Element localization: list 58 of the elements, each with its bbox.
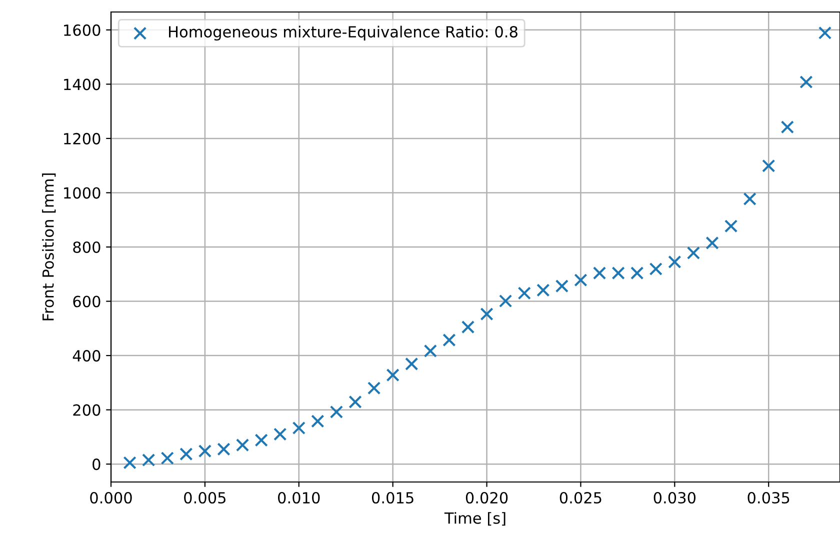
y-tick-label: 1600 bbox=[64, 24, 100, 36]
point bbox=[518, 286, 531, 300]
y-tick-label: 1000 bbox=[64, 187, 100, 199]
point bbox=[555, 279, 569, 293]
y-axis-title: Front Position [mm] bbox=[42, 174, 56, 320]
point bbox=[236, 438, 250, 452]
point bbox=[386, 368, 400, 382]
point bbox=[743, 192, 756, 206]
point bbox=[442, 333, 456, 347]
y-tick-label: 1400 bbox=[64, 78, 100, 90]
point bbox=[180, 447, 193, 461]
x-tick-label: 0.010 bbox=[278, 492, 320, 504]
x-tick-label: 0.020 bbox=[466, 492, 508, 504]
point bbox=[724, 220, 738, 233]
x-tick-label: 0.015 bbox=[372, 492, 414, 504]
point bbox=[198, 444, 212, 458]
point bbox=[274, 428, 287, 441]
y-tick-label: 1200 bbox=[64, 132, 100, 144]
point bbox=[818, 26, 832, 40]
point bbox=[649, 262, 662, 276]
x-tick-label: 0.025 bbox=[560, 492, 602, 504]
x-axis-title: Time [s] bbox=[444, 512, 506, 526]
point bbox=[762, 159, 776, 172]
point bbox=[630, 266, 644, 280]
point bbox=[142, 453, 156, 467]
point bbox=[780, 120, 794, 134]
point bbox=[612, 266, 625, 280]
y-tick-label: 400 bbox=[72, 350, 100, 362]
legend-label: Homogeneous mixture-Equivalence Ratio: 0.8 bbox=[169, 26, 518, 41]
y-tick-label: 600 bbox=[73, 296, 100, 308]
point bbox=[292, 421, 306, 435]
x-tick-label: 0.005 bbox=[184, 492, 226, 504]
point bbox=[480, 307, 494, 321]
point bbox=[330, 405, 344, 419]
y-tick-label: 0 bbox=[92, 458, 100, 470]
x-tick-label: 0.000 bbox=[90, 492, 132, 504]
point bbox=[592, 266, 606, 280]
point bbox=[367, 382, 381, 395]
point bbox=[800, 75, 813, 89]
point bbox=[686, 246, 700, 260]
y-tick-label: 800 bbox=[73, 241, 100, 254]
point bbox=[668, 255, 682, 269]
point bbox=[123, 456, 136, 470]
x-tick-label: 0.030 bbox=[654, 492, 696, 504]
point bbox=[254, 434, 268, 447]
x-tick-label: 0.035 bbox=[748, 492, 790, 504]
point bbox=[461, 320, 475, 334]
point bbox=[405, 357, 418, 371]
point bbox=[160, 452, 174, 465]
point bbox=[574, 274, 588, 287]
point bbox=[536, 284, 550, 297]
point bbox=[311, 414, 324, 428]
point bbox=[498, 294, 512, 308]
point bbox=[424, 344, 438, 358]
point bbox=[348, 395, 362, 409]
point bbox=[217, 442, 230, 456]
y-tick-label: 200 bbox=[73, 404, 100, 416]
point bbox=[706, 236, 719, 250]
